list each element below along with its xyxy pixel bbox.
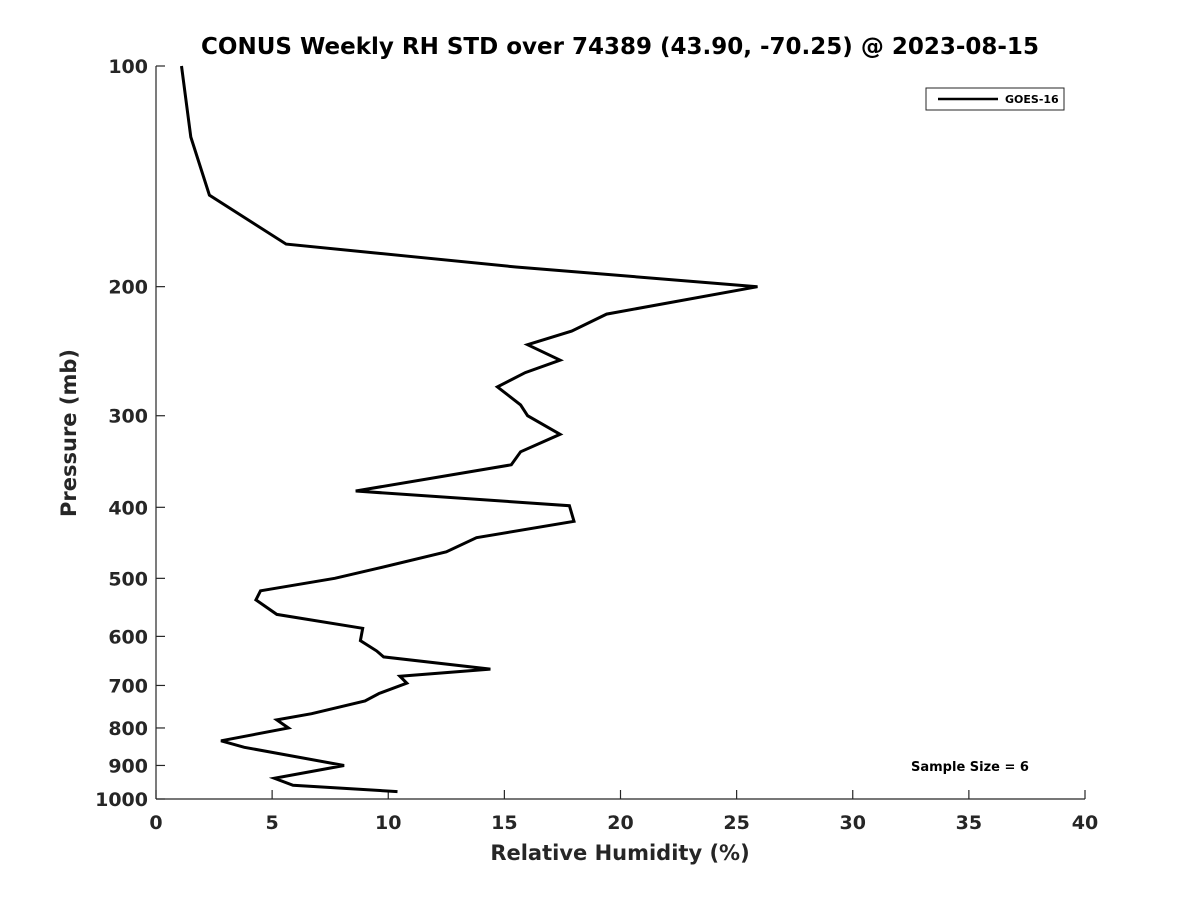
sample-size-annotation: Sample Size = 6: [911, 760, 1029, 775]
x-tick-label: 10: [375, 812, 401, 834]
y-axis-ticks: 100 200 300 400 500 600 700 800 900 1000: [95, 56, 165, 811]
y-tick-label: 900: [108, 755, 148, 777]
series-line-goes-16: [180, 65, 758, 794]
y-tick-label: 100: [108, 56, 148, 78]
x-tick-label: 30: [840, 812, 866, 834]
y-axis-label: Pressure (mb): [57, 349, 81, 517]
legend: GOES-16: [925, 87, 1065, 111]
series-layer: [180, 65, 758, 794]
x-axis-ticks: 0 5 10 15 20 25 30 35 40: [149, 790, 1098, 834]
x-tick-label: 40: [1072, 812, 1098, 834]
x-tick-label: 35: [956, 812, 982, 834]
y-tick-label: 500: [108, 568, 148, 590]
x-tick-label: 0: [149, 812, 162, 834]
y-tick-label: 1000: [95, 789, 148, 811]
x-tick-label: 20: [607, 812, 633, 834]
y-tick-label: 300: [108, 406, 148, 428]
y-tick-label: 800: [108, 718, 148, 740]
legend-label-goes-16: GOES-16: [1005, 93, 1059, 106]
x-tick-label: 5: [266, 812, 279, 834]
plot-area: 0 5 10 15 20 25 30 35 40 100 200 300 400 500 600 700 80…: [95, 56, 1098, 834]
y-tick-label: 600: [108, 626, 148, 648]
x-tick-label: 25: [723, 812, 749, 834]
y-tick-label: 700: [108, 675, 148, 697]
y-tick-label: 200: [108, 277, 148, 299]
chart-title: CONUS Weekly RH STD over 74389 (43.90, -…: [201, 34, 1039, 60]
x-tick-label: 15: [491, 812, 517, 834]
y-tick-label: 400: [108, 497, 148, 519]
x-axis-label: Relative Humidity (%): [490, 841, 749, 865]
